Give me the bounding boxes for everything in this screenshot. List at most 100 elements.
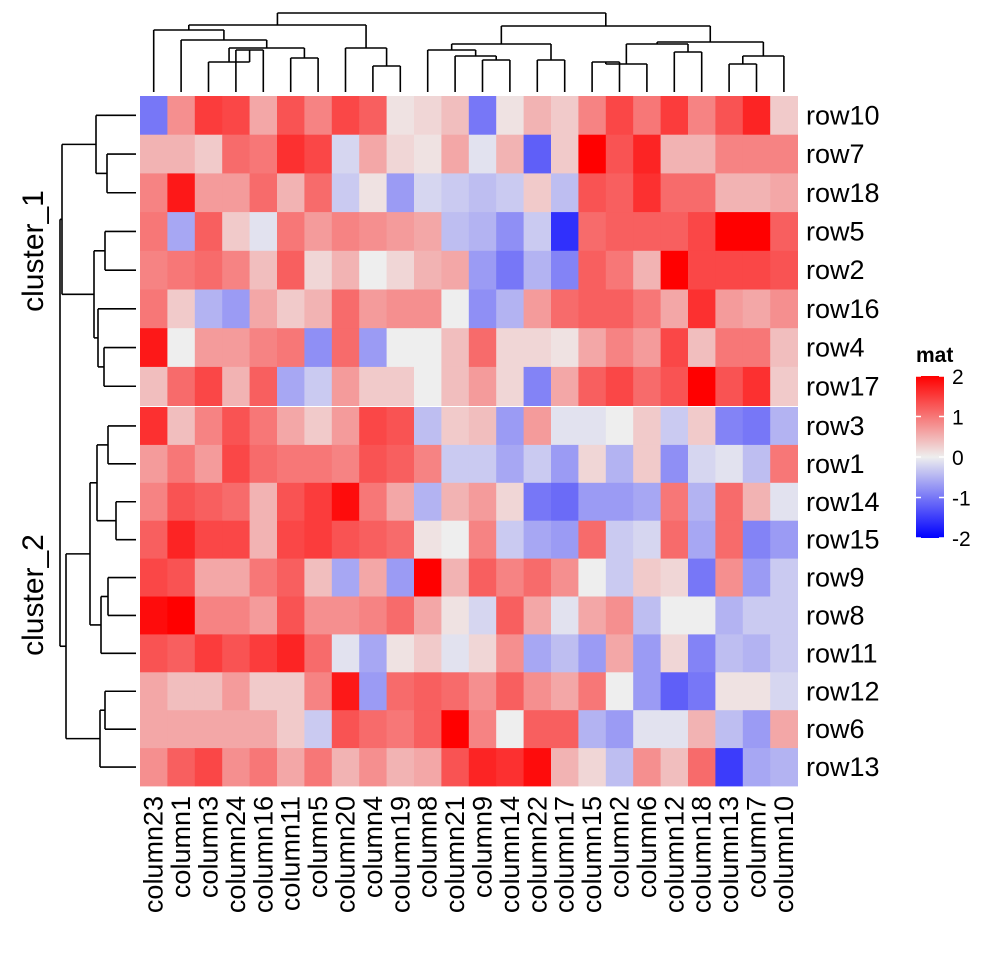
heatmap-cell (194, 672, 223, 711)
heatmap-cell (578, 634, 607, 673)
heatmap-cell (688, 634, 716, 673)
heatmap-cell (660, 173, 689, 213)
heatmap-cell (194, 444, 223, 484)
heatmap-cell (578, 710, 607, 749)
row-label: row11 (806, 638, 878, 668)
heatmap-cell (304, 212, 333, 252)
heatmap-cell (249, 289, 278, 329)
column-label: column9 (468, 796, 498, 898)
heatmap-cell (140, 596, 168, 635)
heatmap-cell (578, 407, 607, 446)
heatmap-cell (605, 444, 634, 484)
heatmap-cell (770, 596, 798, 635)
row-label: row18 (806, 178, 880, 208)
heatmap-cell (359, 366, 387, 406)
heatmap-cell (633, 444, 661, 484)
heatmap-cell (331, 134, 360, 174)
heatmap-cell (304, 672, 333, 711)
heatmap-cell (414, 444, 442, 484)
heatmap-cell (167, 289, 196, 329)
heatmap-cell (496, 634, 524, 673)
heatmap-cell (660, 289, 689, 329)
heatmap-cell (222, 289, 250, 329)
heatmap-cell (715, 710, 744, 749)
heatmap-cell (523, 407, 552, 446)
heatmap-cell (633, 596, 661, 635)
heatmap-cell (496, 672, 524, 711)
heatmap-cell (414, 250, 442, 290)
heatmap-cell (551, 407, 579, 446)
heatmap-cell (660, 710, 689, 749)
heatmap-cell (331, 407, 360, 446)
heatmap-cell (605, 96, 634, 136)
heatmap-cell (770, 558, 798, 597)
heatmap-cell (605, 596, 634, 635)
heatmap-cell (605, 520, 634, 559)
heatmap-cell (688, 173, 716, 213)
heatmap-cell (715, 748, 744, 787)
heatmap-cell (331, 96, 360, 136)
heatmap-cell (660, 96, 689, 136)
heatmap-cell (468, 366, 497, 406)
heatmap-cell (194, 366, 223, 406)
heatmap-cell (551, 672, 579, 711)
heatmap-cell (194, 482, 223, 522)
heatmap-cell (441, 173, 470, 213)
heatmap-cell (523, 748, 552, 787)
heatmap-cell (578, 96, 607, 136)
legend-tick-label: -1 (952, 488, 971, 511)
heatmap-cell (359, 328, 387, 368)
heatmap-cell (140, 250, 168, 290)
legend-title: mat (916, 344, 953, 367)
heatmap-cell (468, 134, 497, 174)
heatmap-cell (715, 289, 744, 329)
heatmap-cell (715, 558, 744, 597)
heatmap-cell (523, 173, 552, 213)
heatmap-cell (140, 748, 168, 787)
heatmap-cell (633, 134, 661, 174)
heatmap-cell (359, 173, 387, 213)
row-label: row1 (806, 449, 865, 479)
heatmap-cell (249, 710, 278, 749)
heatmap-cell (359, 596, 387, 635)
heatmap-cell (742, 96, 771, 136)
heatmap-cell (194, 710, 223, 749)
heatmap-cell (222, 634, 250, 673)
heatmap-cell (688, 672, 716, 711)
heatmap-cell (249, 558, 278, 597)
heatmap-cell (688, 289, 716, 329)
heatmap-cell (742, 596, 771, 635)
heatmap-cell (386, 482, 415, 522)
heatmap-cell (194, 250, 223, 290)
heatmap-cell (605, 328, 634, 368)
heatmap-cell (331, 366, 360, 406)
heatmap-cell (715, 444, 744, 484)
heatmap-cell (660, 558, 689, 597)
heatmap-cell (249, 672, 278, 711)
heatmap-cell (249, 482, 278, 522)
row-label: row9 (806, 563, 865, 593)
heatmap-cell (523, 596, 552, 635)
heatmap-cell (167, 672, 196, 711)
heatmap-cell (140, 672, 168, 711)
heatmap-cell (140, 520, 168, 559)
heatmap-cell (715, 96, 744, 136)
heatmap-cell (688, 134, 716, 174)
heatmap-cell (770, 250, 798, 290)
heatmap-cell (167, 748, 196, 787)
heatmap-cell (386, 634, 415, 673)
heatmap-cell (386, 96, 415, 136)
heatmap-cell (222, 672, 250, 711)
heatmap-cell (605, 289, 634, 329)
column-label: column11 (276, 796, 306, 911)
heatmap-cell (441, 289, 470, 329)
column-label: column16 (248, 796, 278, 913)
heatmap-cell (496, 328, 524, 368)
heatmap-cell (249, 520, 278, 559)
heatmap-cell (551, 558, 579, 597)
heatmap-cell (194, 134, 223, 174)
column-label: column20 (331, 796, 361, 913)
heatmap-cell (441, 672, 470, 711)
heatmap-cell (605, 212, 634, 252)
heatmap-cell (167, 134, 196, 174)
